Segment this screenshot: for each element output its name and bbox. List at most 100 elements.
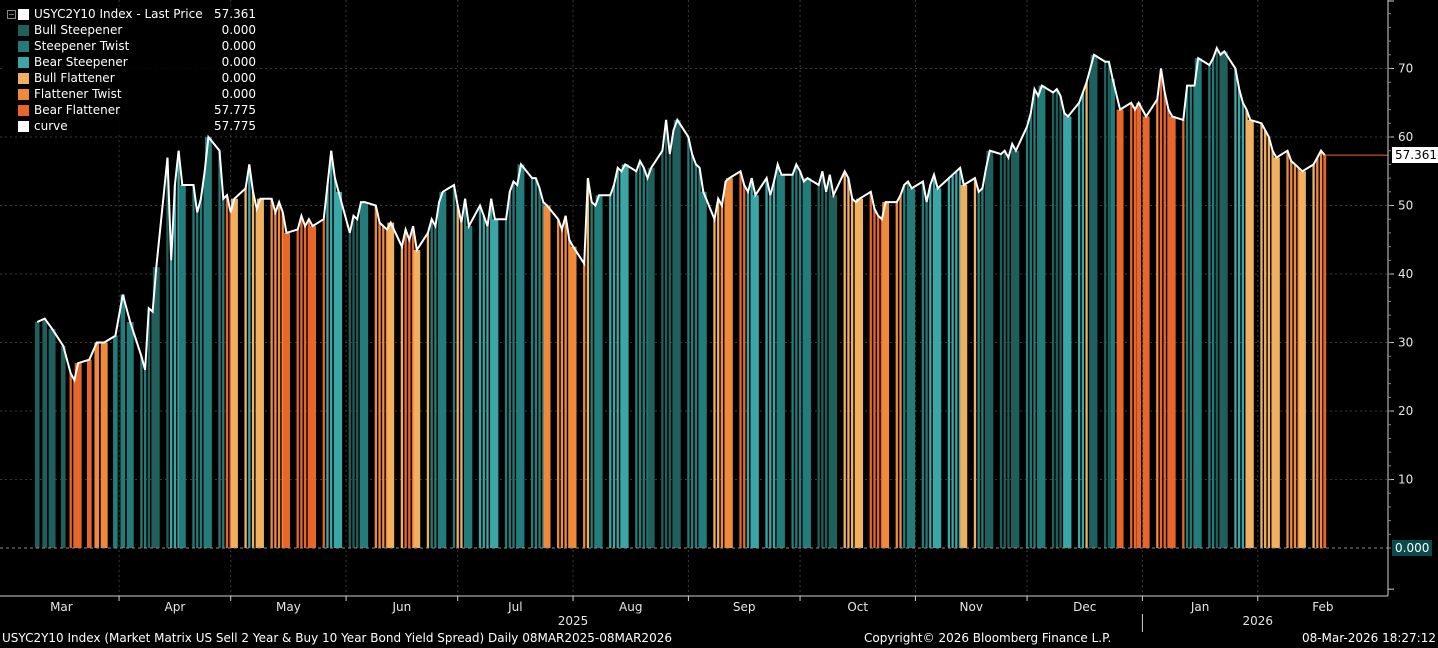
bar [173,184,177,549]
legend-item[interactable]: Bear Flattener 57.775 [4,102,256,118]
bar [408,239,411,549]
bar [951,174,954,549]
bar [1312,164,1315,549]
bar [646,178,649,549]
bar [590,202,593,549]
y-tick-label: 70 [1398,62,1413,76]
bar [739,171,742,549]
bar [307,219,311,549]
bar [1220,51,1228,549]
bar [977,191,980,549]
bar [958,167,962,549]
legend-item-value: 57.775 [214,103,256,117]
bar [743,184,746,549]
bar [1130,102,1133,549]
bar [1133,109,1137,549]
bar [251,191,255,549]
legend-item[interactable]: Bull Steepener 0.000 [4,22,256,38]
legend-item[interactable]: Steepener Twist 0.000 [4,38,256,54]
bar [460,222,463,549]
bar [1136,102,1141,549]
bar [456,205,459,549]
bar [303,226,307,549]
bar [869,191,872,549]
x-tick-label: Aug [619,600,642,614]
curve-line [36,45,1326,384]
bar [594,205,597,549]
bar [352,215,355,549]
bar [517,164,525,549]
bar [1211,58,1215,549]
bar [437,202,441,549]
bar [1085,82,1088,549]
legend-item[interactable]: Bull Flattener 0.000 [4,70,256,86]
footer-copyright: Copyright© 2026 Bloomberg Finance L.P. [864,631,1112,645]
bar [248,164,251,549]
bar [300,215,303,549]
x-tick-label: Apr [165,600,186,614]
bar [482,215,485,549]
legend-collapse-icon[interactable]: − [7,10,16,19]
bar [1264,130,1267,549]
legend-item[interactable]: Flattener Twist 0.000 [4,86,256,102]
bar [374,205,377,549]
legend-title-value: 57.361 [214,7,256,21]
bar [791,174,794,549]
bar [642,167,645,549]
bar [1219,54,1222,549]
bar [569,246,577,549]
bar [1116,109,1124,549]
bar [960,184,968,549]
legend-item-name: Bear Steepener [34,55,128,69]
x-tick-label: Jun [392,600,412,614]
bar [830,195,838,549]
bar [1215,47,1218,549]
bar [359,202,363,549]
bar [699,191,707,549]
bar [203,171,206,549]
bar [856,198,864,549]
bar [1194,58,1202,549]
bar [1107,61,1111,549]
bar [687,137,690,549]
bar [612,184,616,549]
bar [824,191,828,549]
bar [1037,95,1040,549]
bar [147,308,151,549]
bar [204,137,212,549]
bar [873,208,876,549]
bar [222,198,225,549]
bar [1246,119,1254,549]
bar [984,167,988,549]
bar [281,212,284,549]
bar [512,181,515,549]
bar [378,222,381,549]
bar [798,171,802,549]
bar [178,184,186,549]
y-tick-label: 10 [1398,473,1413,487]
bar [925,202,928,549]
bar [1012,150,1020,549]
bar [1293,164,1297,549]
bar [854,202,858,549]
bar [1110,78,1115,549]
legend-item[interactable]: curve 57.775 [4,118,256,134]
legend-item-name: Bear Flattener [34,103,121,117]
legend-item-name: Bull Flattener [34,71,115,85]
bar [560,229,564,549]
legend-item-value: 0.000 [221,55,256,69]
bar [751,195,759,549]
legend-item-value: 57.775 [214,119,256,133]
bar [277,202,281,549]
legend-item[interactable]: Bear Steepener 0.000 [4,54,256,70]
bar [616,167,619,549]
bar [140,356,143,549]
bar [586,178,590,549]
bar [717,198,720,549]
bar [557,219,560,549]
bar [1319,150,1323,549]
bar [326,184,329,549]
bar [647,167,655,549]
y-tick-label: 50 [1398,199,1413,213]
bar [564,215,567,549]
